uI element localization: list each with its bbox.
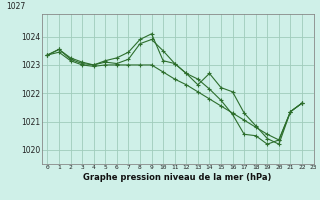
Text: 1027: 1027 (6, 2, 26, 11)
X-axis label: Graphe pression niveau de la mer (hPa): Graphe pression niveau de la mer (hPa) (84, 173, 272, 182)
